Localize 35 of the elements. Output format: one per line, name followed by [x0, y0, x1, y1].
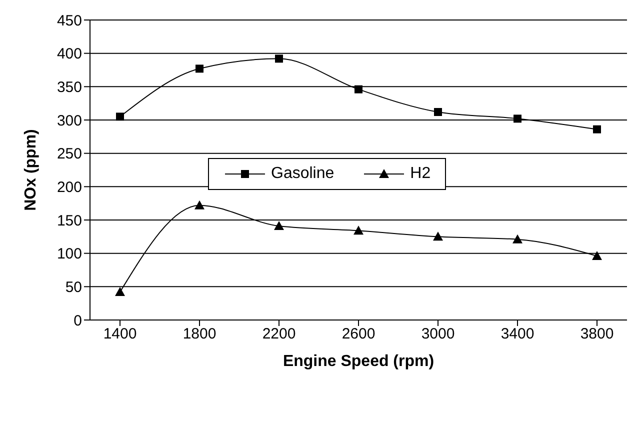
point — [196, 64, 204, 73]
x-tick-label: 2200 — [262, 326, 296, 343]
point — [434, 108, 442, 116]
point — [274, 221, 284, 230]
y-tick-label: 450 — [56, 12, 82, 30]
x-tick-label: 1800 — [182, 326, 216, 343]
y-tick-label: 250 — [56, 146, 82, 163]
point — [514, 114, 522, 123]
point — [275, 54, 283, 63]
legend-label: Gasoline — [270, 165, 334, 183]
y-tick-label: 100 — [56, 246, 82, 263]
x-tick-label: 3400 — [500, 326, 534, 343]
point — [116, 112, 124, 121]
x-tick-label: 3800 — [580, 326, 614, 343]
x-tick-label: 2600 — [342, 326, 376, 343]
point — [354, 85, 362, 94]
x-tick-label: 3000 — [421, 326, 455, 343]
point — [354, 226, 364, 235]
point — [593, 125, 601, 134]
y-tick-label: 200 — [56, 178, 82, 196]
point — [433, 232, 443, 241]
y-tick-label: 400 — [56, 46, 82, 63]
y-tick-label: 0 — [74, 312, 82, 330]
x-tick-label: 1400 — [103, 326, 137, 343]
point — [194, 200, 204, 210]
legend-label: H2 — [409, 165, 431, 183]
point — [512, 234, 522, 244]
point — [592, 251, 602, 260]
point — [115, 287, 125, 296]
y-tick-label: 150 — [56, 212, 82, 230]
y-tick-label: 50 — [65, 278, 82, 296]
y-axis-title: NOx (ppm) — [22, 129, 40, 211]
y-tick-label: 350 — [56, 78, 82, 96]
x-axis-title: Engine Speed (rpm) — [282, 353, 434, 370]
y-tick-label: 300 — [56, 112, 82, 130]
